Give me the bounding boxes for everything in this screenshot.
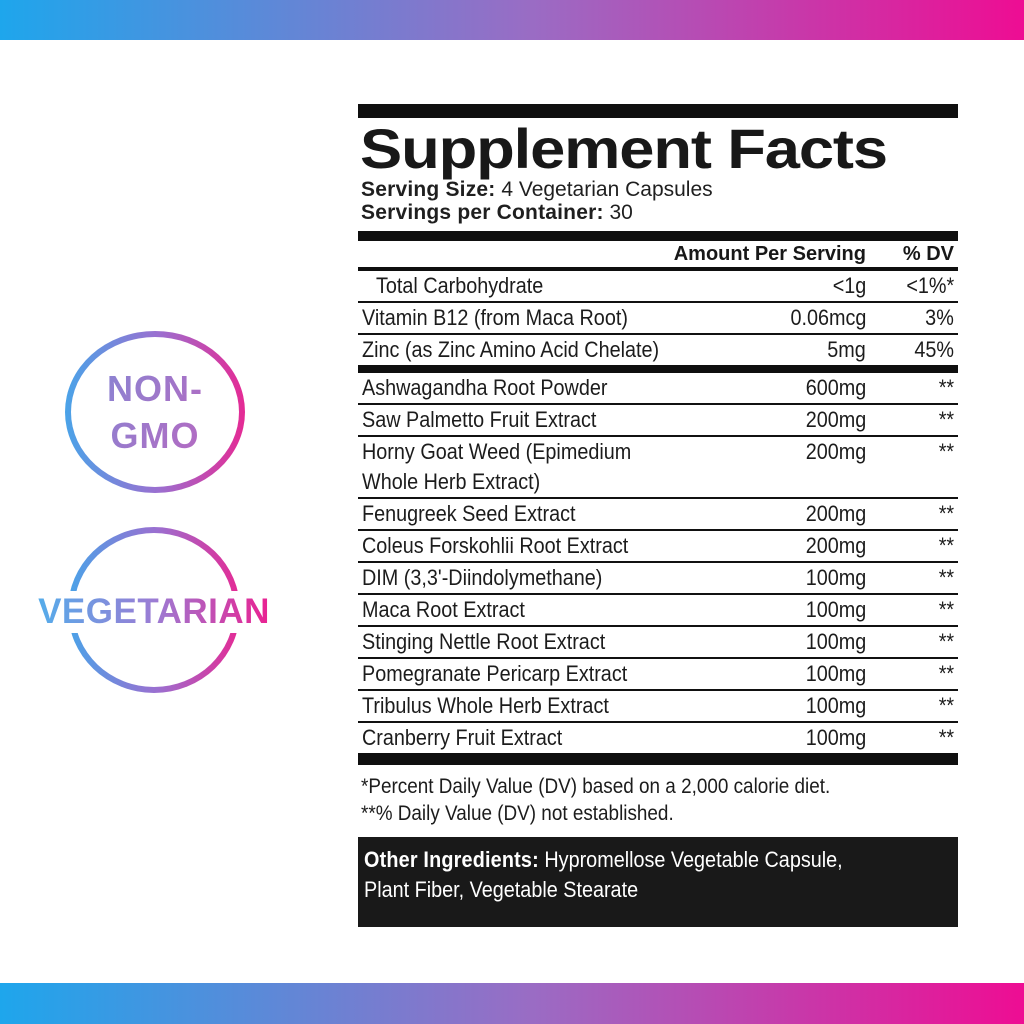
ingredient-row: Tribulus Whole Herb Extract 100mg ** [358,689,958,721]
ingredient-row: Maca Root Extract 100mg ** [358,593,958,625]
ingredient-amt: 600mg [805,375,866,400]
ingredient-name: DIM (3,3'-Diindolymethane) [362,565,603,590]
ingredient-amt: 100mg [805,725,866,750]
ingredient-name: Cranberry Fruit Extract [362,725,563,750]
percent-dv-header: % DV [902,242,954,265]
other-ingredients-label: Other Ingredients: [364,847,539,872]
ingredient-amt: 0.06mcg [790,305,866,330]
ingredient-row: Stinging Nettle Root Extract 100mg ** [358,625,958,657]
ingredient-amt: 100mg [805,629,866,654]
other-ingredients-text: Other Ingredients: Hypromellose Vegetabl… [364,845,891,905]
panel-title: Supplement Facts [360,117,888,180]
ingredient-dv: ** [938,693,954,718]
ingredient-amt: 100mg [805,693,866,718]
serving-size-label: Serving Size: [361,178,496,201]
ingredient-amt: <1g [832,273,866,298]
ingredient-amt: 100mg [805,661,866,686]
ingredient-dv: ** [938,439,954,464]
supplement-facts-panel: Supplement Facts Serving Size: 4 Vegetar… [358,104,958,927]
ingredient-row: Horny Goat Weed (Epimedium Whole Herb Ex… [358,435,958,497]
ingredient-dv: 45% [914,337,954,362]
ingredient-dv: ** [938,565,954,590]
gradient-ring [65,331,245,493]
ingredient-amt: 100mg [805,597,866,622]
ingredient-row: Cranberry Fruit Extract 100mg ** [358,721,958,753]
ingredient-name: Ashwagandha Root Powder [362,375,608,400]
ingredient-amt: 5mg [827,337,866,362]
section-divider-bar [358,753,958,765]
ingredient-rows: Ashwagandha Root Powder 600mg ** Saw Palmet… [358,373,958,753]
nutrient-rows: Total Carbohydrate <1g <1%* Vitamin B12 (fr… [358,271,958,365]
section-divider-bar [358,365,958,373]
panel-top-bar [358,104,958,118]
amount-per-serving-header: Amount Per Serving [673,242,866,265]
non-gmo-badge-label: NON- GMO [65,331,245,493]
footnote: *Percent Daily Value (DV) based on a 2,0… [361,775,831,798]
ingredient-name: Stinging Nettle Root Extract [362,629,606,654]
ingredient-name: Fenugreek Seed Extract [362,501,576,526]
non-gmo-line2: GMO [110,415,200,456]
footnote: **% Daily Value (DV) not established. [361,802,674,825]
non-gmo-line1: NON- [107,368,203,409]
section-divider-bar [358,231,958,241]
bottom-gradient-bar [0,983,1024,1024]
serving-size-line: Serving Size: 4 Vegetarian Capsules [361,178,958,201]
servings-per-container-line: Servings per Container: 30 [361,201,958,224]
table-header-row: Amount Per Serving % DV [358,241,958,267]
header-divider-bar [358,267,958,271]
ingredient-dv: ** [938,407,954,432]
ingredient-row: Saw Palmetto Fruit Extract 200mg ** [358,403,958,435]
badge-text-band [26,591,282,633]
other-ingredients-value: Hypromellose Vegetable Capsule, Plant Fi… [364,847,843,902]
serving-size-value: 4 Vegetarian Capsules [501,178,713,201]
ingredient-row: Total Carbohydrate <1g <1%* [358,271,958,301]
ingredient-dv: <1%* [906,273,954,298]
ingredient-row: Ashwagandha Root Powder 600mg ** [358,373,958,403]
ingredient-name: Vitamin B12 (from Maca Root) [362,305,628,330]
ingredient-amt: 200mg [805,533,866,558]
ingredient-dv: ** [938,725,954,750]
ingredient-name: Total Carbohydrate [376,273,544,298]
ingredient-row: Coleus Forskohlii Root Extract 200mg ** [358,529,958,561]
ingredient-name: Coleus Forskohlii Root Extract [362,533,629,558]
servings-per-container-value: 30 [609,201,633,224]
ingredient-row: Zinc (as Zinc Amino Acid Chelate) 5mg 45% [358,333,958,365]
ingredient-dv: ** [938,597,954,622]
ingredient-row: DIM (3,3'-Diindolymethane) 100mg ** [358,561,958,593]
ingredient-amt: 100mg [805,565,866,590]
servings-per-container-label: Servings per Container: [361,201,604,224]
ingredient-dv: ** [938,501,954,526]
ingredient-dv: ** [938,533,954,558]
footnotes: *Percent Daily Value (DV) based on a 2,0… [361,773,958,827]
top-gradient-bar [0,0,1024,40]
ingredient-name: Maca Root Extract [362,597,525,622]
ingredient-dv: ** [938,661,954,686]
ingredient-row: Fenugreek Seed Extract 200mg ** [358,497,958,529]
ingredient-name: Zinc (as Zinc Amino Acid Chelate) [362,337,660,362]
ingredient-dv: 3% [925,305,954,330]
ingredient-name: Tribulus Whole Herb Extract [362,693,609,718]
ingredient-name: Horny Goat Weed (Epimedium Whole Herb Ex… [362,439,632,494]
non-gmo-badge: NON- GMO [65,331,245,493]
ingredient-row: Pomegranate Pericarp Extract 100mg ** [358,657,958,689]
ingredient-dv: ** [938,375,954,400]
ingredient-amt: 200mg [805,407,866,432]
vegetarian-badge-label: VEGETARIAN [38,592,270,631]
ingredient-row: Vitamin B12 (from Maca Root) 0.06mcg 3% [358,301,958,333]
ingredient-name: Saw Palmetto Fruit Extract [362,407,597,432]
ingredient-dv: ** [938,629,954,654]
ingredient-amt: 200mg [805,439,866,464]
ingredient-name: Pomegranate Pericarp Extract [362,661,628,686]
other-ingredients-box: Other Ingredients: Hypromellose Vegetabl… [358,837,958,927]
ingredient-amt: 200mg [805,501,866,526]
vegetarian-badge: VEGETARIAN [26,527,282,693]
